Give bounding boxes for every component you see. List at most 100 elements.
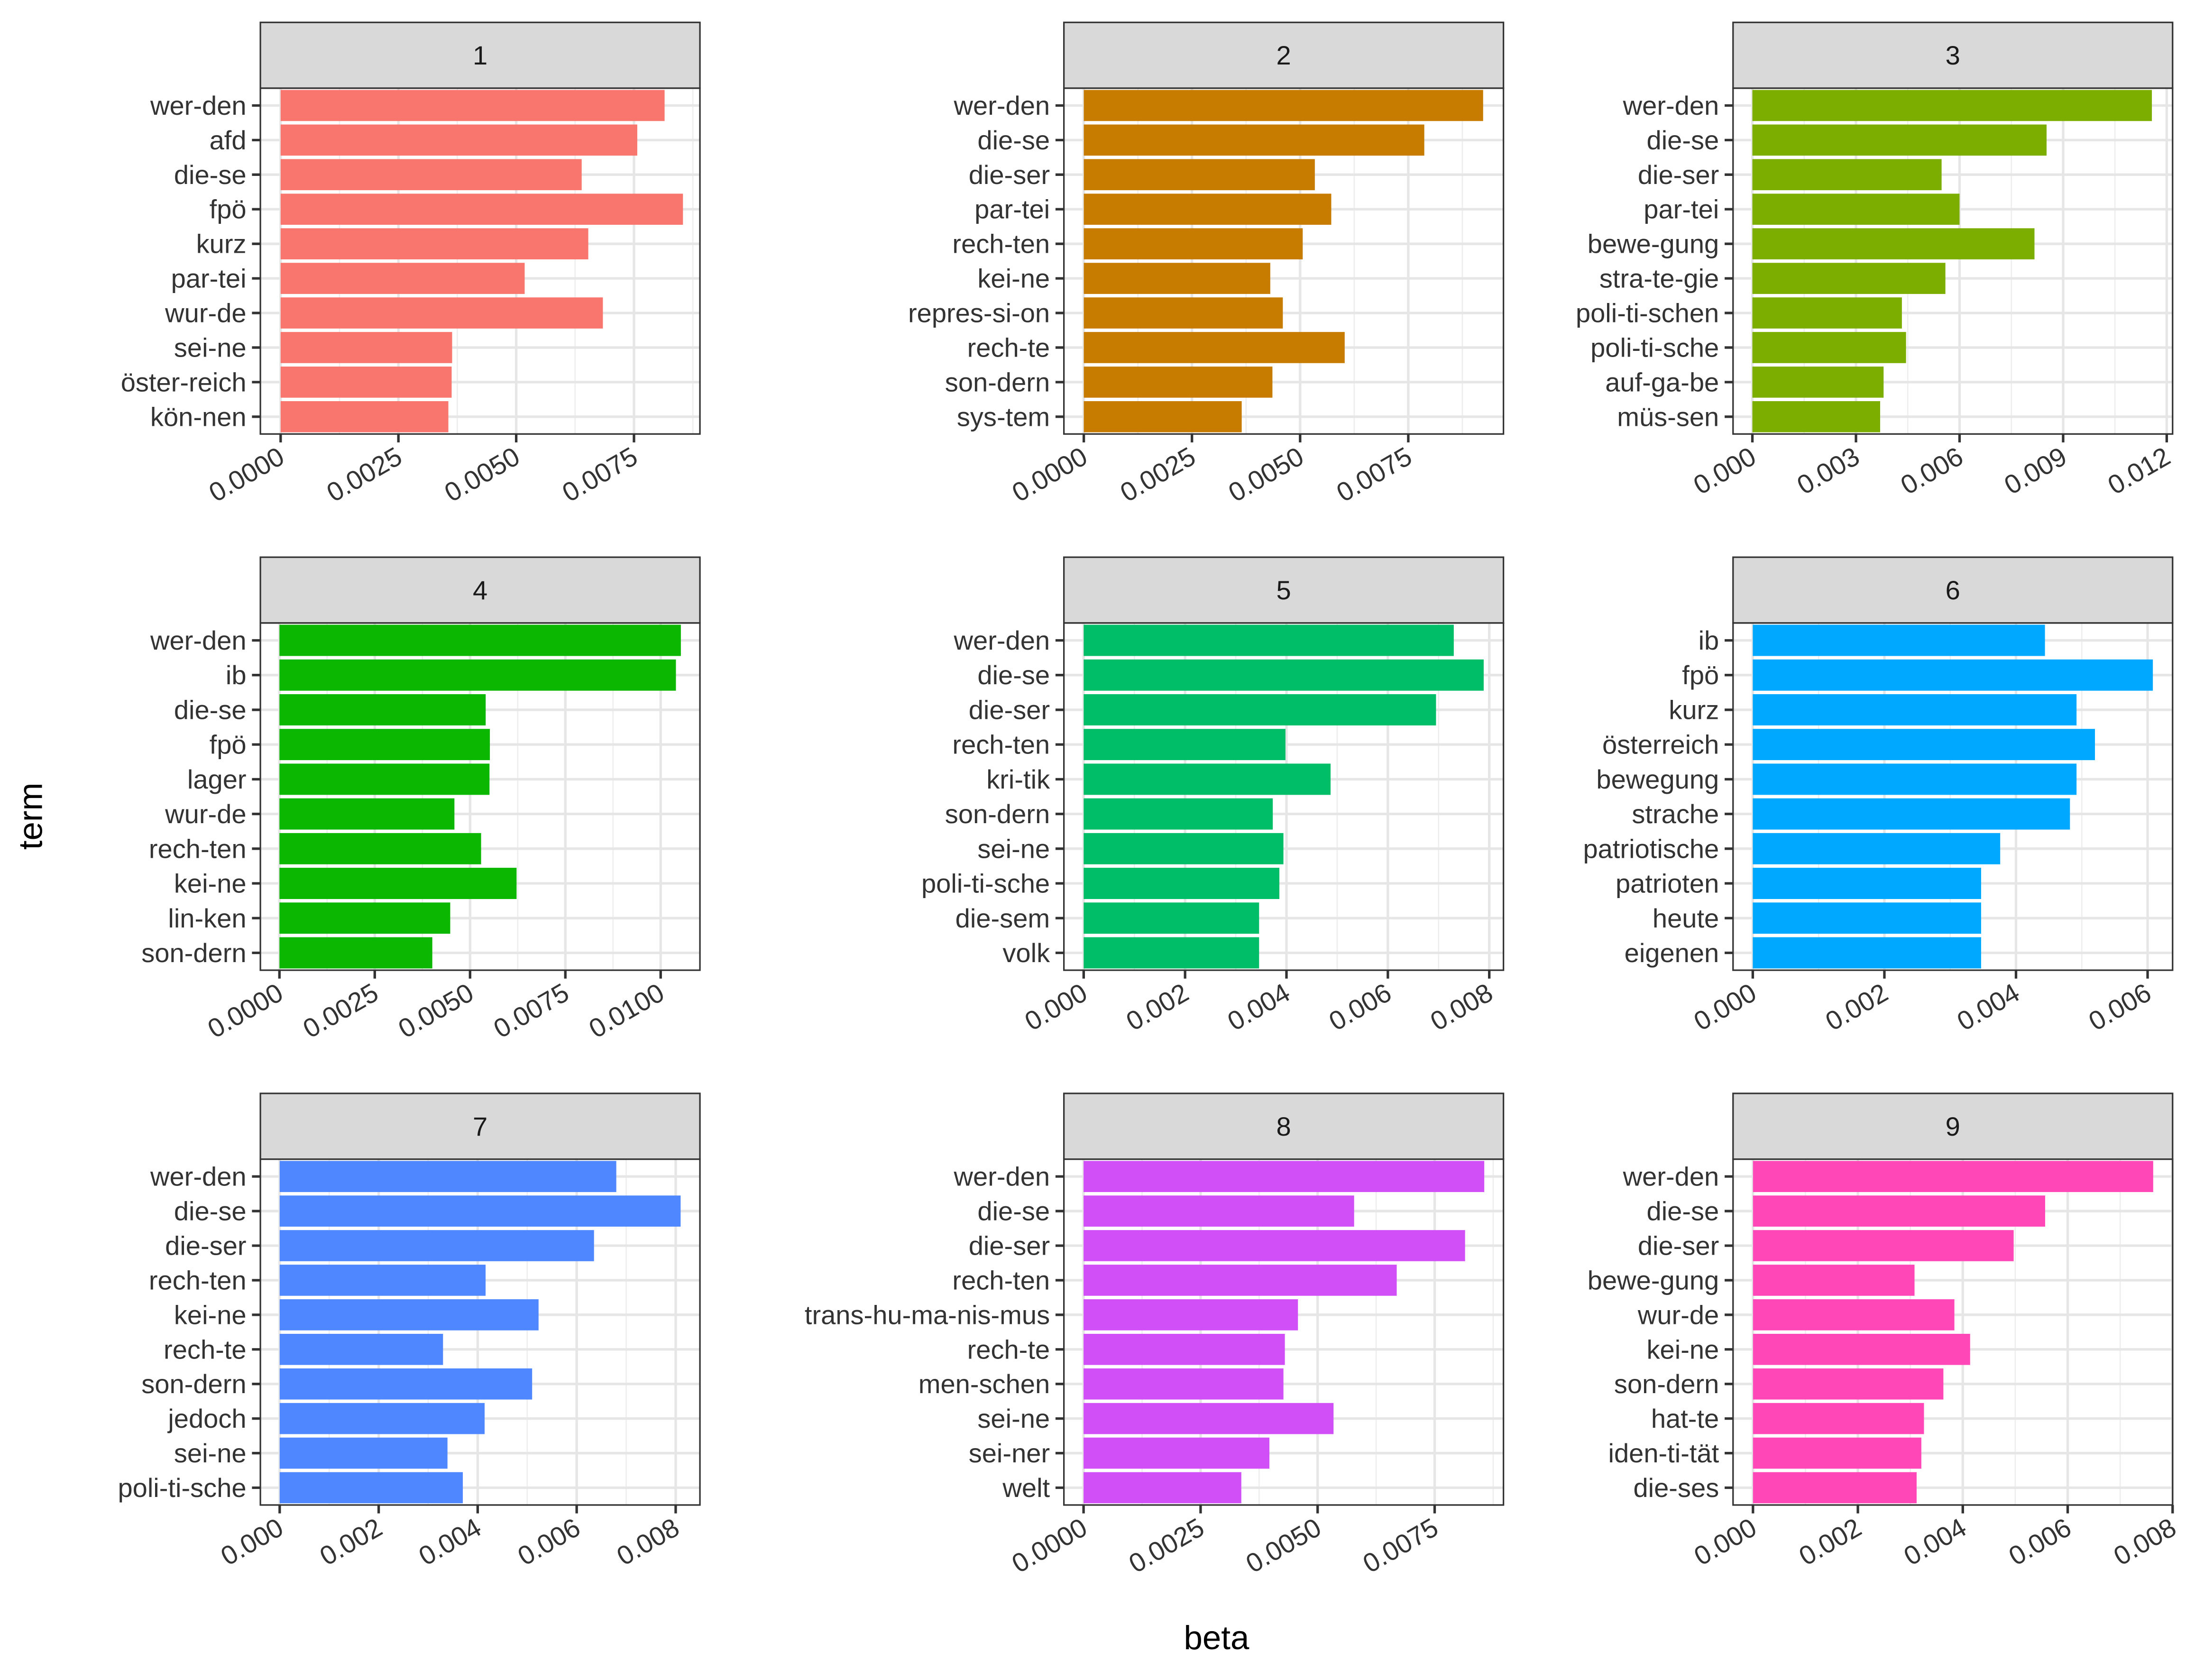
x-tick-label: 0.006 <box>1895 441 1968 500</box>
bar-wer-den <box>1752 90 2152 121</box>
bar-sei-ner <box>1084 1437 1270 1469</box>
x-tick-label: 0.004 <box>1899 1512 1971 1571</box>
y-tick-label: jedoch <box>167 1404 246 1433</box>
bar-lager <box>279 763 490 795</box>
y-tick-label: die-se <box>1647 1196 1719 1226</box>
y-tick-label: kurz <box>196 229 247 259</box>
y-tick-label: die-ser <box>1638 160 1719 190</box>
bar-müs-sen <box>1752 401 1880 432</box>
bar-son-dern <box>1084 798 1273 830</box>
y-tick-label: wer-den <box>150 91 247 120</box>
bar-hat-te <box>1753 1403 1924 1434</box>
bar-men-schen <box>1084 1368 1284 1400</box>
x-tick-label: 0.008 <box>1425 977 1497 1037</box>
bar-kurz <box>1753 694 2077 725</box>
y-tick-label: wer-den <box>954 1162 1050 1192</box>
facet-strip-label: 9 <box>1946 1111 1960 1141</box>
panel-border <box>1732 622 2174 971</box>
bar-kei-ne <box>1753 1333 1970 1365</box>
y-tick-label: lin-ken <box>168 903 246 933</box>
x-tick-label: 0.012 <box>2103 441 2175 500</box>
bar-kön-nen <box>280 401 449 432</box>
bar-rech-te <box>279 1333 443 1365</box>
bar-par-tei <box>280 263 525 294</box>
bar-trans-hu-ma-nis-mus <box>1084 1299 1298 1331</box>
bar-bewe-gung <box>1753 1265 1915 1296</box>
bar-heute <box>1753 902 1981 934</box>
y-tick-label: bewe-gung <box>1588 229 1719 259</box>
x-tick-label: 0.000 <box>1019 977 1092 1037</box>
panel-border <box>1732 87 2174 435</box>
panel-border <box>259 622 701 971</box>
bar-die-se <box>279 694 486 725</box>
bar-öster-reich <box>280 367 452 398</box>
y-tick-label: eigenen <box>1625 938 1719 968</box>
x-tick-label: 0.0050 <box>393 977 478 1044</box>
y-tick-label: men-schen <box>918 1369 1050 1399</box>
x-tick-label: 0.0000 <box>1007 1512 1092 1579</box>
x-tick-label: 0.002 <box>1794 1512 1866 1571</box>
x-tick-label: 0.006 <box>2084 977 2156 1037</box>
x-tick-label: 0.0050 <box>439 441 524 507</box>
x-axis-title: beta <box>1184 1619 1249 1657</box>
y-tick-label: ib <box>1699 625 1719 655</box>
y-tick-label: rech-te <box>967 1334 1050 1364</box>
y-tick-label: par-tei <box>171 264 247 294</box>
panel-border <box>259 1158 701 1506</box>
panel-3: 3 wer-den die-se die-ser par-tei bewe-gung str… <box>1576 21 2175 500</box>
panel-7: 7 wer-den die-se die-ser rech-ten kei-ne rech-… <box>118 1092 701 1571</box>
y-tick-label: die-sem <box>955 903 1050 933</box>
y-tick-label: hat-te <box>1651 1404 1719 1433</box>
bar-die-ser <box>1753 1230 2014 1261</box>
bar-sei-ne <box>1084 833 1284 864</box>
y-tick-label: stra-te-gie <box>1599 264 1719 294</box>
y-tick-label: kei-ne <box>174 1300 247 1330</box>
y-tick-label: welt <box>1002 1473 1050 1503</box>
y-tick-label: wer-den <box>150 625 247 655</box>
panel-6: 6 ib fpö kurz österreich bewegung strache patri… <box>1583 556 2174 1037</box>
y-tick-label: fpö <box>1682 660 1719 690</box>
bar-son-dern <box>279 937 432 969</box>
bar-rech-te <box>1084 332 1345 363</box>
x-tick-label: 0.0075 <box>557 441 643 507</box>
y-tick-label: rech-te <box>967 332 1050 362</box>
y-tick-label: afd <box>210 125 247 155</box>
y-tick-label: son-dern <box>141 1369 246 1399</box>
y-tick-label: patrioten <box>1616 869 1719 899</box>
bar-rech-ten <box>1084 729 1286 761</box>
bar-strache <box>1753 798 2070 830</box>
bar-die-ser <box>1084 1230 1465 1261</box>
bar-die-se <box>280 159 582 191</box>
y-tick-label: ib <box>226 660 247 690</box>
x-tick-label: 0.000 <box>1688 441 1761 500</box>
x-tick-label: 0.008 <box>612 1512 684 1571</box>
bar-wer-den <box>279 1161 616 1192</box>
y-tick-label: rech-ten <box>149 834 247 863</box>
bar-wer-den <box>1084 90 1483 121</box>
y-tick-label: die-ser <box>1638 1230 1719 1260</box>
y-tick-label: poli-ti-sche <box>1590 332 1719 362</box>
y-tick-label: die-ser <box>969 1230 1050 1260</box>
x-tick-label: 0.0050 <box>1240 1512 1326 1579</box>
panel-5: 5 wer-den die-se die-ser rech-ten kri-tik son-… <box>921 556 1505 1037</box>
y-tick-label: rech-ten <box>149 1265 247 1295</box>
facet-strip-label: 5 <box>1277 575 1291 605</box>
bar-poli-ti-sche <box>279 1472 463 1504</box>
bar-die-se <box>1084 1195 1354 1227</box>
bar-rech-ten <box>279 833 481 864</box>
bar-son-dern <box>1084 367 1273 398</box>
bar-rech-te <box>1084 1333 1285 1365</box>
x-tick-label: 0.0050 <box>1223 441 1309 507</box>
bar-poli-ti-sche <box>1084 868 1280 899</box>
y-tick-label: volk <box>1002 938 1050 968</box>
x-tick-label: 0.006 <box>513 1512 585 1571</box>
bar-ib <box>279 659 676 691</box>
x-tick-label: 0.000 <box>216 1512 288 1571</box>
y-tick-label: heute <box>1653 903 1719 933</box>
y-tick-label: kri-tik <box>986 764 1050 794</box>
y-tick-label: öster-reich <box>121 367 247 397</box>
y-tick-label: österreich <box>1602 730 1719 760</box>
x-tick-label: 0.0075 <box>488 977 574 1044</box>
panel-2: 2 wer-den die-se die-ser par-tei rech-ten kei-… <box>908 21 1505 507</box>
